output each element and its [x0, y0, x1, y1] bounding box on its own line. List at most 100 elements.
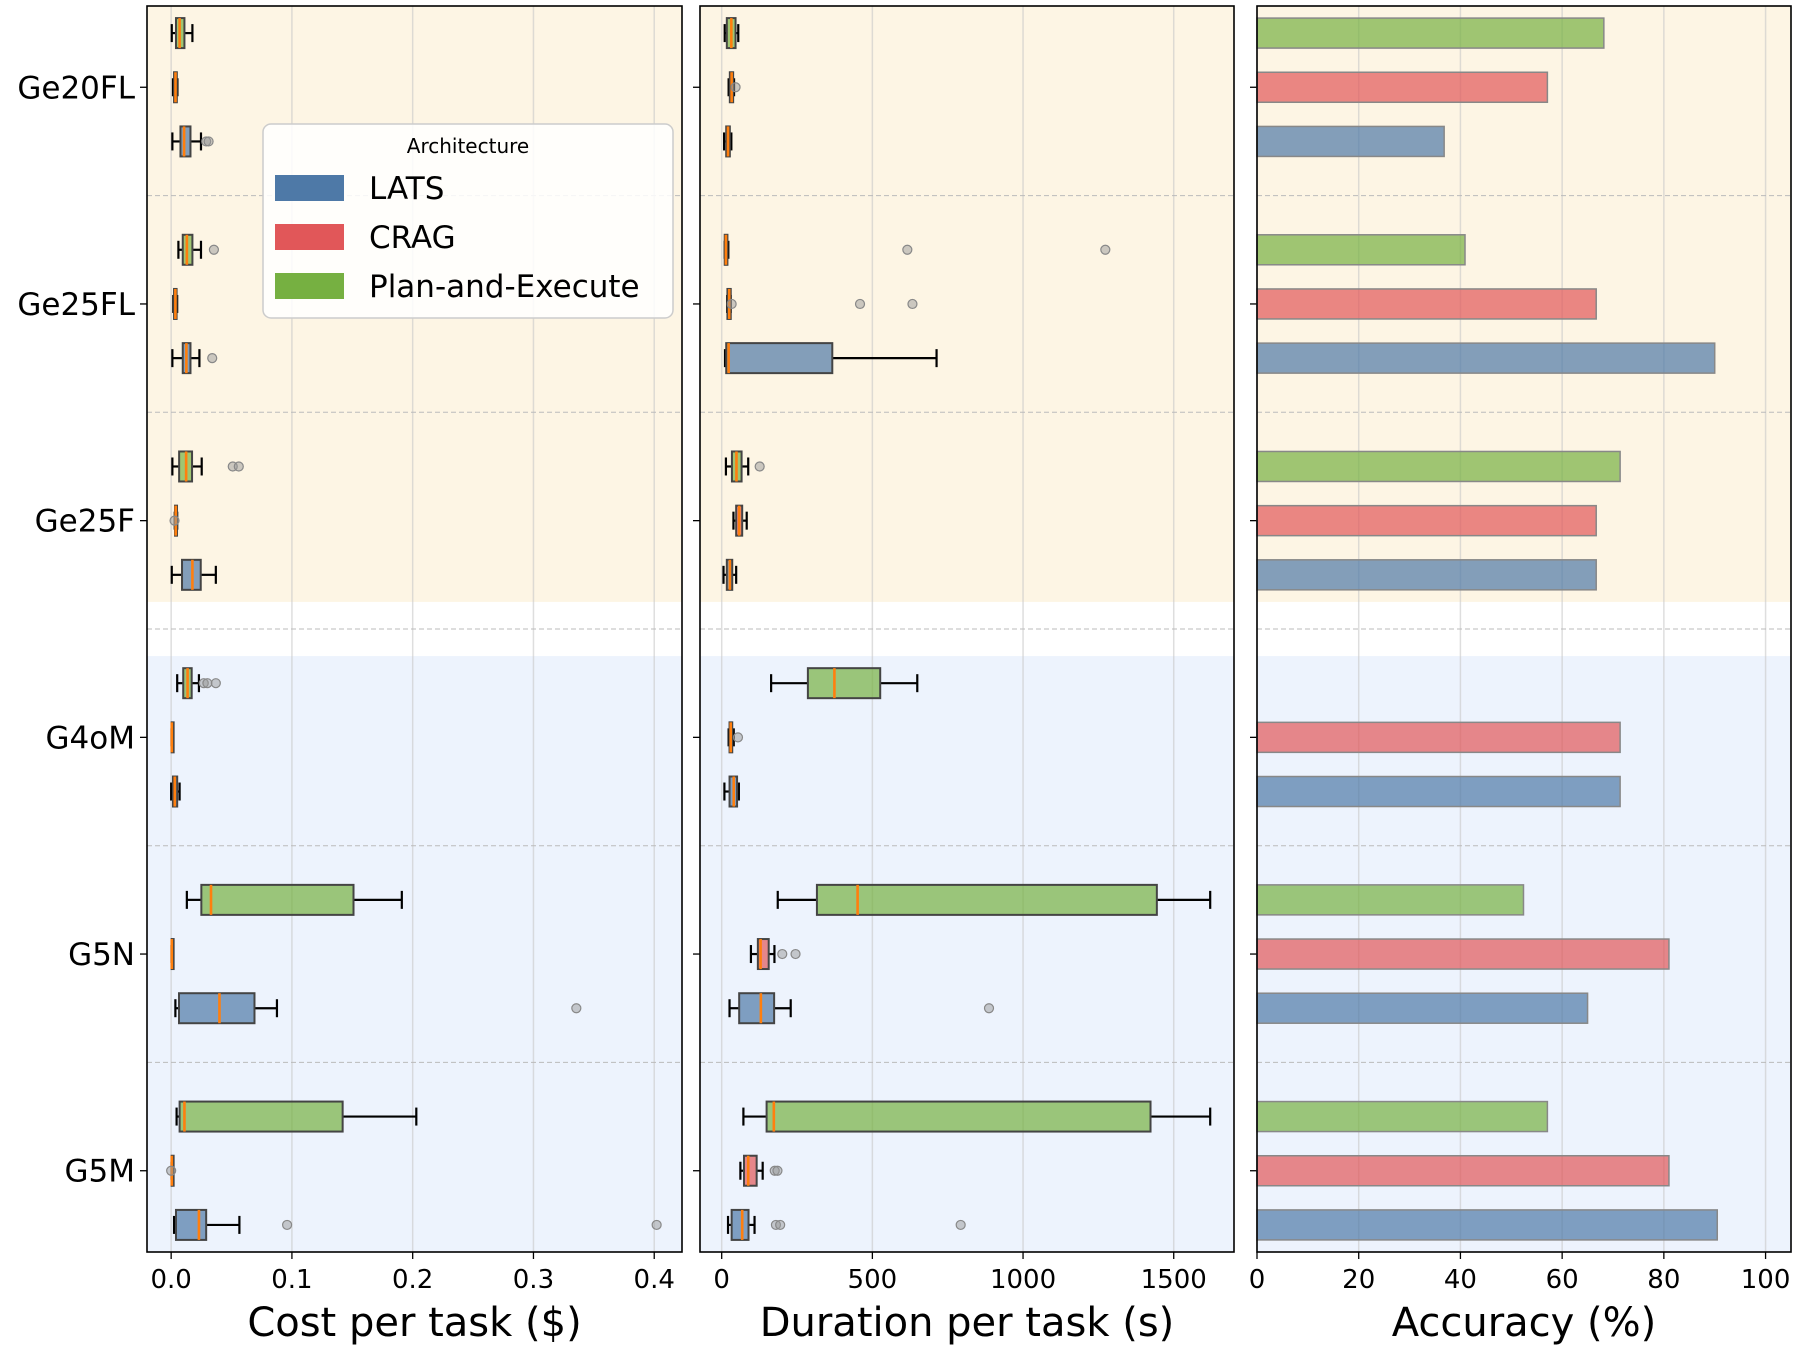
- legend-swatch-plan-and-execute: [275, 273, 344, 299]
- outlier-point: [777, 948, 788, 960]
- box-iqr: [725, 342, 834, 375]
- box-crag-g4om: [727, 721, 744, 754]
- box-lats-ge25f: [722, 558, 738, 591]
- outlier-point: [854, 298, 866, 310]
- box-plan-and-execute-ge25fl: [177, 233, 220, 266]
- x-tick-label: 0: [1249, 1265, 1266, 1295]
- x-axis-label: Accuracy (%): [1392, 1300, 1657, 1346]
- x-axis-label: Cost per task ($): [247, 1300, 581, 1346]
- outlier-point: [208, 244, 220, 255]
- outlier-point: [202, 678, 213, 689]
- box-crag-g5n: [170, 938, 175, 971]
- bar-crag-g5n: [1256, 938, 1670, 970]
- x-tick-label: 1000: [990, 1265, 1056, 1295]
- bar-crag-g5m: [1256, 1154, 1670, 1187]
- bar-lats-ge25f: [1256, 559, 1597, 591]
- panel-cost-per-task-: 0.0 0.1 0.2 0.3 0.4 Ge20FL Ge25FL Ge25F G4oM G5N G…: [17, 5, 683, 1346]
- box-lats-ge25f: [170, 558, 217, 591]
- box-plan-and-execute-ge20fl: [723, 17, 740, 50]
- box-plan-and-execute-ge25fl: [723, 233, 1111, 266]
- outlier-point: [730, 82, 741, 93]
- y-tick-label: G5M: [65, 1154, 136, 1190]
- bar-plan-and-execute-g5n: [1256, 884, 1525, 916]
- y-tick-label: Ge20FL: [17, 70, 135, 106]
- axes-frame: [699, 5, 1235, 1253]
- box-lats-g5n: [174, 992, 582, 1025]
- bar-lats-ge20fl: [1256, 125, 1445, 158]
- outlier-point: [907, 298, 918, 310]
- box-iqr: [742, 1154, 758, 1187]
- box-lats-g5n: [728, 992, 995, 1025]
- outlier-point: [169, 515, 180, 526]
- bar-crag-ge20fl: [1256, 71, 1549, 104]
- box-lats-g5m: [726, 1208, 966, 1241]
- legend-label: LATS: [369, 171, 444, 207]
- outlier-point: [902, 244, 913, 255]
- box-lats-ge25fl: [171, 342, 218, 375]
- outlier-point: [210, 678, 221, 689]
- box-iqr: [178, 1100, 344, 1133]
- x-tick-label: 0: [713, 1265, 730, 1295]
- box-lats-g4om: [723, 775, 740, 808]
- y-tick-label: Ge25F: [35, 504, 135, 540]
- x-tick-label: 80: [1647, 1265, 1680, 1295]
- panel-accuracy-: 0 20 40 60 80 100 Accuracy (%): [1249, 5, 1792, 1346]
- box-iqr: [756, 938, 770, 971]
- x-tick-label: 40: [1444, 1265, 1477, 1295]
- x-tick-label: 0.1: [271, 1265, 312, 1295]
- x-tick-label: 0.2: [392, 1265, 433, 1295]
- outlier-point: [772, 1165, 783, 1176]
- y-tick-label: G5N: [68, 937, 135, 973]
- band-gemini: [700, 6, 1234, 602]
- box-plan-and-execute-g4om: [770, 667, 919, 700]
- box-crag-g4om: [170, 721, 175, 754]
- bar-crag-ge25f: [1256, 504, 1597, 537]
- bar-lats-g5m: [1256, 1209, 1719, 1241]
- legend-label: Plan-and-Execute: [369, 269, 640, 305]
- y-tick-label: G4oM: [46, 720, 135, 756]
- band-gpt: [147, 656, 682, 1252]
- x-axis-label: Duration per task (s): [760, 1300, 1175, 1346]
- panel-duration-per-task-s-: 0 500 1000 1500 Duration per task (s): [693, 5, 1235, 1346]
- outlier-point: [790, 948, 801, 960]
- outlier-point: [166, 1165, 177, 1176]
- box-plan-and-execute-g5m: [175, 1100, 418, 1133]
- outlier-point: [651, 1219, 662, 1231]
- x-tick-label: 0.3: [513, 1265, 554, 1295]
- box-crag-ge25fl: [172, 287, 179, 320]
- box-iqr: [730, 1208, 750, 1241]
- outlier-point: [955, 1219, 966, 1231]
- outlier-point: [983, 1003, 995, 1014]
- x-tick-label: 0.0: [150, 1265, 191, 1295]
- box-crag-g5m: [739, 1154, 783, 1187]
- outlier-point: [281, 1219, 293, 1231]
- box-crag-ge25fl: [726, 287, 918, 320]
- box-plan-and-execute-g4om: [176, 667, 221, 700]
- x-tick-label: 60: [1546, 1265, 1579, 1295]
- box-iqr: [179, 125, 192, 158]
- bar-lats-g5n: [1256, 992, 1589, 1024]
- box-plan-and-execute-g5n: [185, 883, 403, 916]
- outlier-point: [775, 1219, 786, 1231]
- box-plan-and-execute-ge25f: [171, 450, 244, 483]
- box-iqr: [806, 667, 882, 700]
- y-tick-label: Ge25FL: [17, 287, 135, 323]
- box-crag-ge25f: [169, 504, 180, 537]
- bar-lats-ge25fl: [1256, 342, 1716, 374]
- x-tick-label: 0.4: [634, 1265, 675, 1295]
- bar-crag-ge25fl: [1256, 288, 1597, 320]
- box-iqr: [174, 1208, 208, 1241]
- axes-frame: [146, 5, 683, 1253]
- box-plan-and-execute-ge25f: [724, 450, 765, 483]
- box-lats-ge25fl: [723, 342, 938, 375]
- outlier-point: [233, 461, 244, 472]
- box-iqr: [765, 1100, 1152, 1133]
- bar-plan-and-execute-ge20fl: [1256, 17, 1605, 49]
- box-crag-ge20fl: [727, 71, 741, 104]
- outlier-point: [726, 298, 737, 310]
- box-iqr: [815, 883, 1158, 916]
- box-lats-g5m: [172, 1208, 662, 1241]
- x-tick-label: 100: [1741, 1265, 1791, 1295]
- box-crag-g5n: [749, 938, 801, 971]
- bar-plan-and-execute-g5m: [1256, 1100, 1549, 1133]
